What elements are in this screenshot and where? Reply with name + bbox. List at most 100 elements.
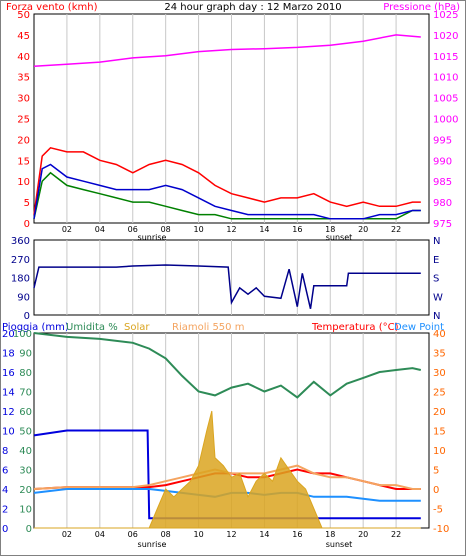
y-tick-label-rain: 6 bbox=[2, 466, 8, 477]
pioggia-mm-line bbox=[33, 429, 421, 520]
pressure-title: Pressione (hPa) bbox=[383, 2, 460, 13]
legend-solar: Solar bbox=[124, 322, 150, 333]
y-tick-label-rain: 10 bbox=[2, 427, 15, 438]
y-tick-label-pressure: 1015 bbox=[433, 52, 458, 63]
x-tick-label: 12 bbox=[226, 225, 236, 234]
sunset-label-bottom: sunset bbox=[326, 540, 353, 549]
y-tick-label-compass: E bbox=[433, 255, 439, 266]
x-tick-label: 10 bbox=[193, 530, 203, 539]
y-tick-label-wind: 40 bbox=[17, 52, 30, 63]
legend-temperature: Temperatura (°C) bbox=[311, 322, 399, 333]
y-tick-label-rain: 8 bbox=[2, 446, 8, 457]
umidita-line bbox=[33, 332, 422, 399]
y-tick-label-humidity: 90 bbox=[19, 349, 32, 360]
y-tick-label-rain: 12 bbox=[2, 407, 15, 418]
y-tick-label-humidity: 80 bbox=[19, 368, 32, 379]
y-tick-label-rain: 2 bbox=[2, 505, 8, 516]
y-tick-label-temperature: 30 bbox=[433, 368, 446, 379]
x-tick-label: 06 bbox=[128, 225, 138, 234]
y-tick-label-temperature: 15 bbox=[433, 427, 446, 438]
y-tick-label-temperature: 25 bbox=[433, 388, 446, 399]
sunset-label-top: sunset bbox=[326, 233, 353, 242]
y-tick-label-direction: 90 bbox=[17, 292, 30, 303]
y-tick-label-pressure: 985 bbox=[433, 177, 452, 188]
pressure-line bbox=[33, 34, 421, 68]
y-tick-label-wind: 10 bbox=[17, 177, 30, 188]
y-tick-label-wind: 25 bbox=[17, 115, 30, 126]
y-tick-label-wind: 45 bbox=[17, 31, 30, 42]
legend-rain: Pioggia (mm) bbox=[2, 322, 69, 333]
y-tick-label-compass: W bbox=[433, 292, 443, 303]
y-tick-label-humidity: 30 bbox=[19, 466, 32, 477]
x-tick-label: 08 bbox=[161, 530, 171, 539]
x-tick-label: 20 bbox=[358, 225, 368, 234]
y-tick-label-pressure: 980 bbox=[433, 198, 452, 209]
y-tick-label-wind: 20 bbox=[17, 135, 30, 146]
y-tick-label-humidity: 100 bbox=[13, 329, 32, 340]
x-tick-label: 16 bbox=[292, 225, 302, 234]
wind-line-1 bbox=[33, 146, 421, 215]
y-tick-label-direction: 180 bbox=[11, 274, 30, 285]
y-tick-label-compass: N bbox=[433, 236, 440, 247]
y-tick-label-humidity: 70 bbox=[19, 388, 32, 399]
legend-dew-point: Dew Point bbox=[394, 322, 444, 333]
sunrise-label-bottom: sunrise bbox=[138, 540, 167, 549]
y-tick-label-temperature: 10 bbox=[433, 446, 446, 457]
x-tick-label: 18 bbox=[325, 530, 335, 539]
x-tick-label: 20 bbox=[358, 530, 368, 539]
y-tick-label-humidity: 60 bbox=[19, 407, 32, 418]
y-tick-label-pressure: 1005 bbox=[433, 94, 458, 105]
y-tick-label-pressure: 975 bbox=[433, 219, 452, 230]
y-tick-label-rain: 0 bbox=[2, 524, 8, 535]
y-tick-label-temperature: -5 bbox=[433, 505, 443, 516]
y-tick-label-temperature: 5 bbox=[433, 466, 439, 477]
x-tick-label: 22 bbox=[391, 225, 401, 234]
wind-direction-line bbox=[33, 264, 421, 309]
y-tick-label-rain: 4 bbox=[2, 485, 8, 496]
x-tick-label: 04 bbox=[95, 225, 105, 234]
x-tick-label: 06 bbox=[128, 530, 138, 539]
x-tick-label: 16 bbox=[292, 530, 302, 539]
y-tick-label-wind: 50 bbox=[17, 10, 30, 21]
y-tick-label-rain: 20 bbox=[2, 329, 15, 340]
y-tick-label-rain: 18 bbox=[2, 349, 15, 360]
riamoli-550-m-line bbox=[33, 464, 421, 490]
legend-humidity: Umidita % bbox=[66, 322, 118, 333]
y-tick-label-wind: 5 bbox=[24, 198, 30, 209]
y-tick-label-wind: 30 bbox=[17, 94, 30, 105]
y-tick-label-humidity: 20 bbox=[19, 485, 32, 496]
y-tick-label-wind: 0 bbox=[24, 219, 30, 230]
x-tick-label: 10 bbox=[193, 225, 203, 234]
y-tick-label-humidity: 10 bbox=[19, 505, 32, 516]
panel3-legend: Pioggia (mm) Umidita % Solar Riamoli 550… bbox=[2, 322, 444, 333]
x-tick-label: 14 bbox=[259, 225, 269, 234]
y-tick-label-compass: N bbox=[433, 311, 440, 322]
y-tick-label-direction: 0 bbox=[24, 311, 30, 322]
y-tick-label-humidity: 50 bbox=[19, 427, 32, 438]
y-tick-label-wind: 15 bbox=[17, 156, 30, 167]
x-tick-label: 04 bbox=[95, 530, 105, 539]
x-tick-label: 14 bbox=[259, 530, 269, 539]
y-tick-label-wind: 35 bbox=[17, 73, 30, 84]
solar-area bbox=[34, 410, 421, 529]
y-tick-label-direction: 360 bbox=[11, 236, 30, 247]
x-tick-label: 22 bbox=[391, 530, 401, 539]
legend-riamoli: Riamoli 550 m bbox=[172, 322, 244, 333]
y-tick-label-temperature: 20 bbox=[433, 407, 446, 418]
wind-speed-title: Forza vento (kmh) bbox=[6, 2, 98, 13]
x-tick-label: 02 bbox=[62, 530, 72, 539]
y-tick-label-temperature: 35 bbox=[433, 349, 446, 360]
x-tick-label: 12 bbox=[226, 530, 236, 539]
y-tick-label-pressure: 1025 bbox=[433, 10, 458, 21]
y-tick-label-compass: S bbox=[433, 274, 439, 285]
y-tick-label-rain: 16 bbox=[2, 368, 15, 379]
y-tick-label-temperature: -10 bbox=[433, 524, 449, 535]
x-tick-label: 08 bbox=[161, 225, 171, 234]
y-tick-label-temperature: 40 bbox=[433, 329, 446, 340]
y-tick-label-pressure: 995 bbox=[433, 135, 452, 146]
y-tick-label-pressure: 1010 bbox=[433, 73, 458, 84]
y-tick-label-humidity: 40 bbox=[19, 446, 32, 457]
wind-line-3 bbox=[33, 163, 421, 220]
graph-title: 24 hour graph day : 12 Marzo 2010 bbox=[164, 2, 341, 13]
